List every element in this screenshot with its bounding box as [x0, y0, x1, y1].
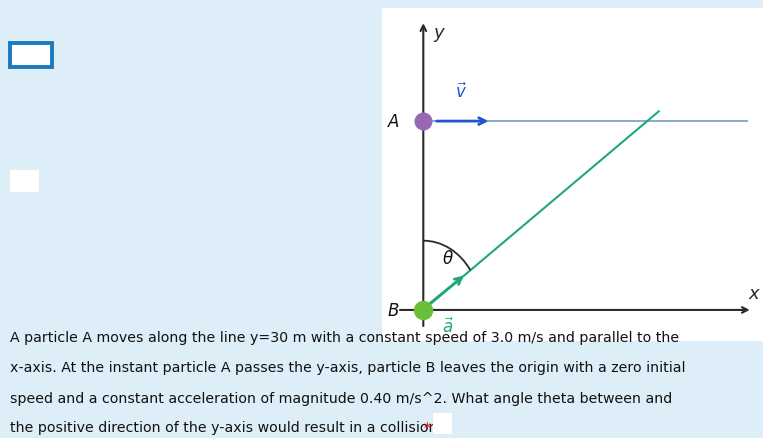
Text: $B$: $B$ [388, 301, 400, 319]
FancyBboxPatch shape [382, 9, 763, 342]
Text: $y$: $y$ [433, 26, 446, 44]
Text: the positive direction of the y-axis would result in a collision?: the positive direction of the y-axis wou… [10, 420, 449, 434]
Text: $A$: $A$ [387, 113, 400, 131]
Text: $\vec{a}$: $\vec{a}$ [443, 317, 454, 336]
Text: $x$: $x$ [749, 285, 761, 303]
Text: A particle A moves along the line y=30 m with a constant speed of 3.0 m/s and pa: A particle A moves along the line y=30 m… [10, 330, 679, 344]
Text: *: * [423, 420, 430, 434]
Text: speed and a constant acceleration of magnitude 0.40 m/s^2. What angle theta betw: speed and a constant acceleration of mag… [10, 391, 672, 405]
Text: $\vec{v}$: $\vec{v}$ [455, 82, 467, 102]
FancyBboxPatch shape [10, 171, 39, 193]
Text: the positive direction of the y-axis would result in a collision? *: the positive direction of the y-axis wou… [10, 420, 456, 434]
Text: x-axis. At the instant particle A passes the y-axis, particle B leaves the origi: x-axis. At the instant particle A passes… [10, 360, 685, 374]
Text: $\theta$: $\theta$ [443, 249, 454, 267]
FancyBboxPatch shape [10, 44, 52, 68]
FancyBboxPatch shape [433, 413, 452, 434]
